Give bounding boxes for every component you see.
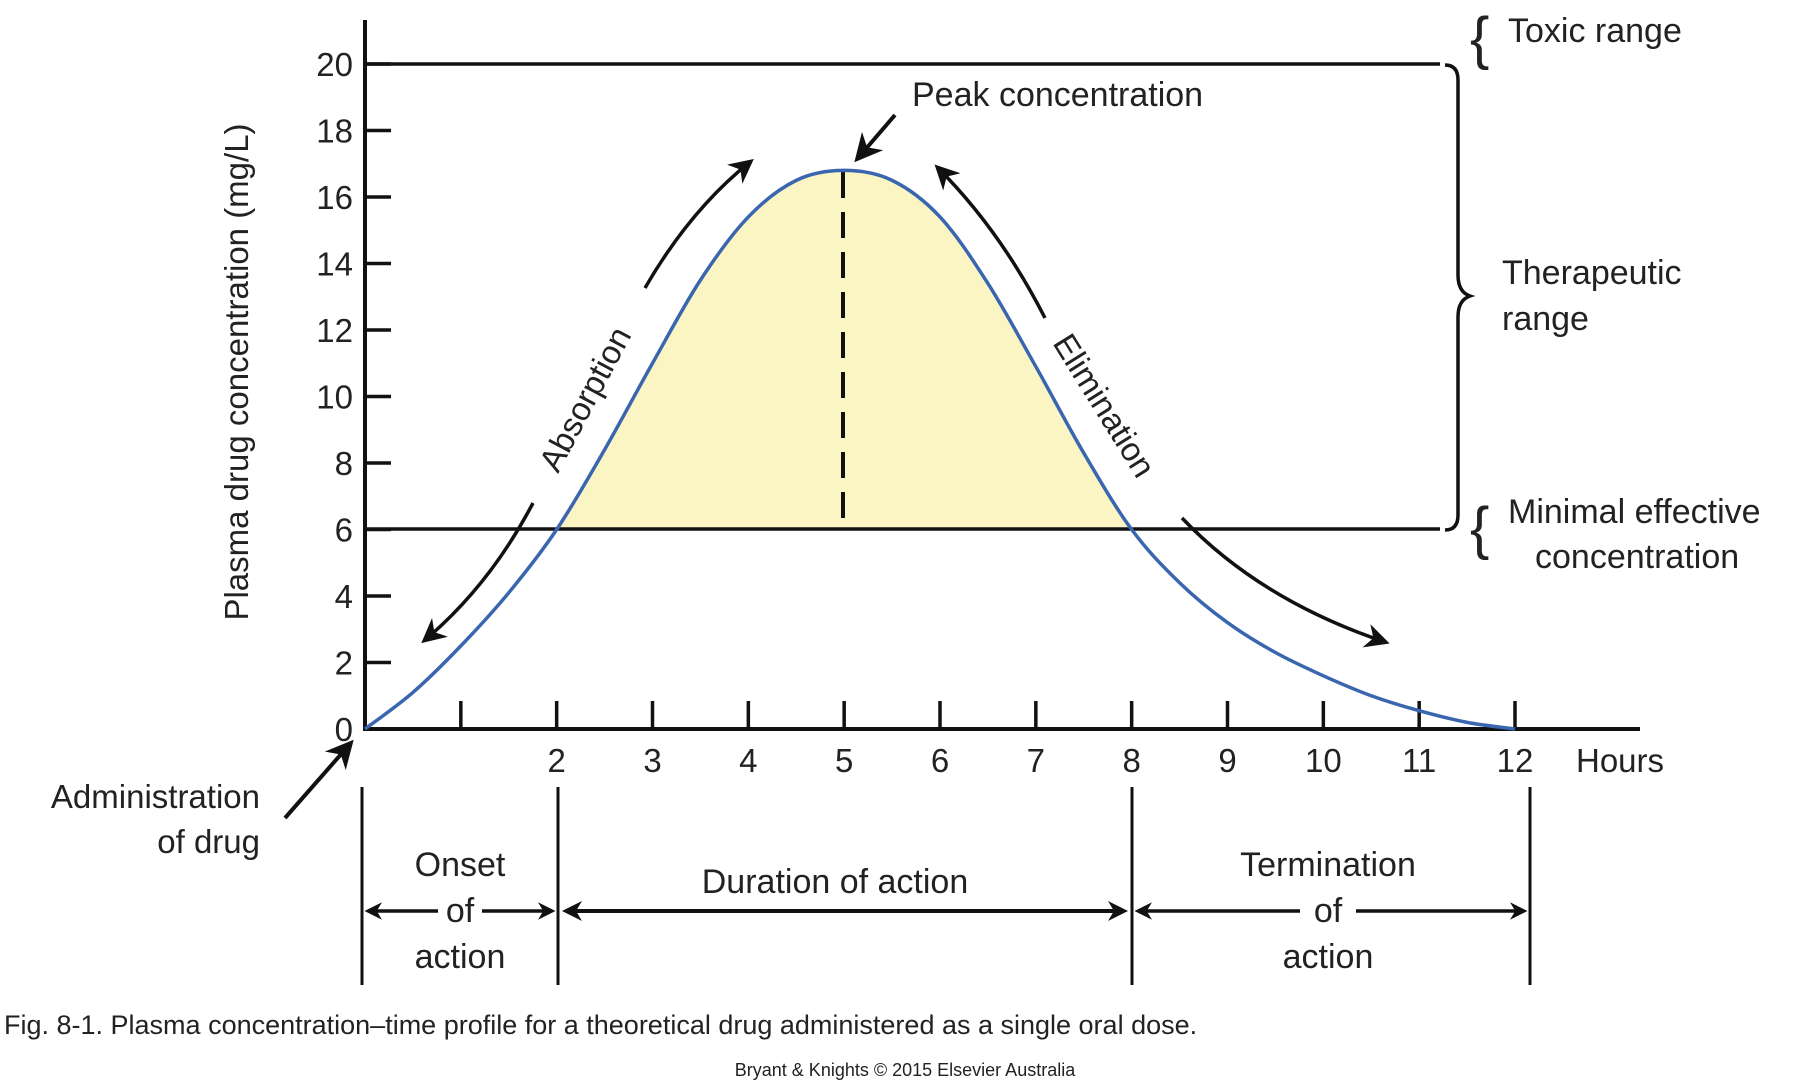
termination-label-line1: Termination bbox=[1240, 846, 1416, 884]
figure-caption: Fig. 8-1. Plasma concentration–time prof… bbox=[4, 1010, 1198, 1040]
y-tick-label: 14 bbox=[316, 246, 353, 283]
y-tick-label: 8 bbox=[335, 445, 353, 482]
x-tick-label: 5 bbox=[835, 742, 853, 779]
peak-concentration-label: Peak concentration bbox=[912, 76, 1203, 114]
onset-label-line2: of bbox=[446, 892, 475, 930]
y-tick-label: 2 bbox=[335, 645, 353, 682]
x-tick-label: 3 bbox=[643, 742, 661, 779]
x-tick-label: 7 bbox=[1027, 742, 1045, 779]
x-tick-label: 4 bbox=[739, 742, 757, 779]
y-tick-label: 10 bbox=[316, 379, 353, 416]
mec-label-line2: concentration bbox=[1535, 538, 1739, 576]
y-tick-label: 16 bbox=[316, 179, 353, 216]
termination-label-line3: action bbox=[1283, 938, 1374, 976]
y-tick-label: 6 bbox=[335, 512, 353, 549]
toxic-brace-icon: { bbox=[1470, 6, 1489, 71]
concentration-curve bbox=[363, 168, 1516, 731]
onset-label-line1: Onset bbox=[415, 846, 506, 884]
mec-brace-icon: { bbox=[1470, 496, 1489, 561]
administration-arrow-icon bbox=[283, 739, 354, 820]
therapeutic-range-label-line2: range bbox=[1502, 300, 1589, 338]
x-tick-label: 12 bbox=[1497, 742, 1534, 779]
elimination-down-arrow-icon bbox=[1180, 516, 1390, 648]
figure-credit: Bryant & Knights © 2015 Elsevier Austral… bbox=[734, 1060, 1076, 1080]
x-axis-unit-label: Hours bbox=[1576, 742, 1664, 779]
y-tick-label: 0 bbox=[335, 711, 353, 748]
administration-label-line1: Administration bbox=[51, 778, 260, 815]
x-tick-label: 10 bbox=[1305, 742, 1342, 779]
x-axis-ticks: 2 3 4 5 6 7 8 9 10 11 12 bbox=[459, 701, 1534, 779]
x-tick-label: 9 bbox=[1218, 742, 1236, 779]
peak-arrow-icon bbox=[854, 113, 897, 163]
x-tick-label: 8 bbox=[1122, 742, 1140, 779]
x-tick-label: 6 bbox=[931, 742, 949, 779]
toxic-range-label: Toxic range bbox=[1508, 12, 1682, 50]
administration-label-line2: of drug bbox=[157, 823, 260, 860]
onset-label-line3: action bbox=[415, 938, 506, 976]
x-tick-label: 11 bbox=[1402, 742, 1436, 779]
absorption-down-arrow-icon bbox=[421, 502, 535, 644]
y-tick-label: 4 bbox=[335, 578, 353, 615]
termination-label-line2: of bbox=[1314, 892, 1343, 930]
y-tick-label: 18 bbox=[316, 113, 353, 150]
y-tick-label: 20 bbox=[316, 46, 353, 83]
y-tick-label: 12 bbox=[316, 312, 353, 349]
x-tick-label: 2 bbox=[547, 742, 565, 779]
duration-label: Duration of action bbox=[702, 863, 969, 901]
mec-label-line1: Minimal effective bbox=[1508, 493, 1761, 531]
therapeutic-range-label-line1: Therapeutic bbox=[1502, 254, 1682, 292]
y-axis-ticks: 0 2 4 6 8 10 12 14 16 18 20 bbox=[316, 46, 391, 748]
therapeutic-brace-icon bbox=[1444, 63, 1476, 532]
y-axis-label: Plasma drug concentration (mg/L) bbox=[218, 123, 255, 620]
absorption-up-arrow-icon bbox=[643, 158, 754, 289]
elimination-up-arrow-icon bbox=[934, 164, 1047, 319]
